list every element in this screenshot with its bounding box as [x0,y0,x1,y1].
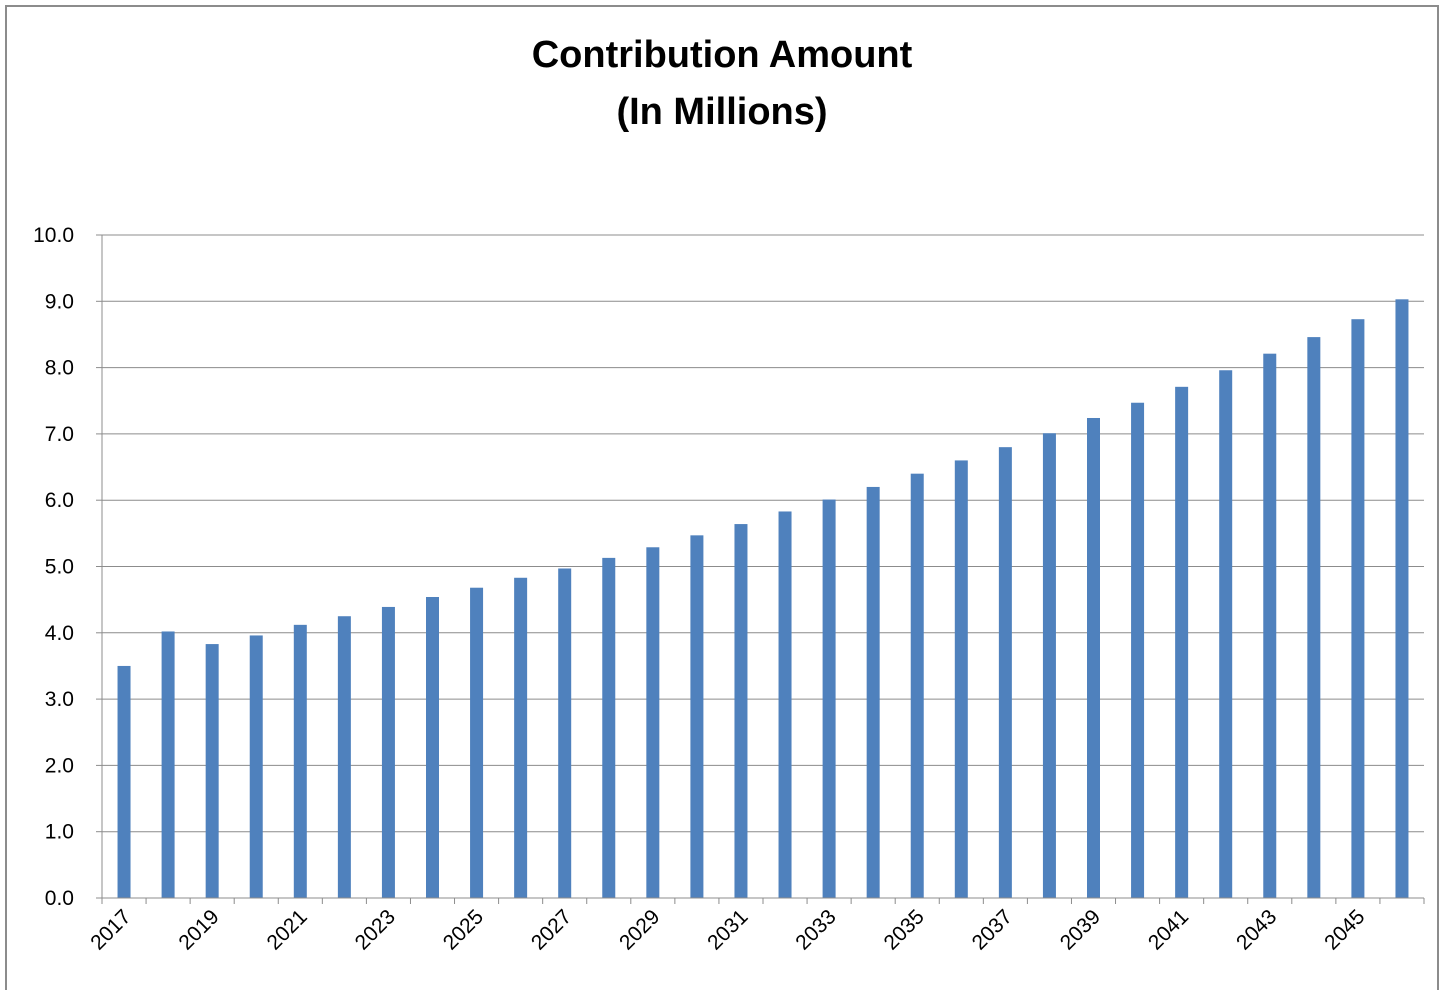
bar [205,644,219,898]
bar [734,524,748,898]
bar [910,473,924,898]
y-tick-label: 10.0 [33,224,74,247]
bar [514,577,528,898]
bar [381,606,395,898]
y-tick-labels: 0.0 1.0 2.0 3.0 4.0 5.0 6.0 7.0 8.0 9.0 10.0 [33,224,74,910]
x-tick-label: 2043 [1232,905,1281,954]
x-tick-label: 2037 [968,905,1017,954]
bar [1395,299,1409,898]
bar [954,460,968,898]
bar [866,486,880,898]
x-tick-label: 2041 [1144,905,1193,954]
y-tick-label: 6.0 [45,489,74,512]
x-tick-label: 2031 [703,905,752,954]
bar [426,596,439,898]
x-tick-label: 2017 [86,905,135,954]
bar [1219,370,1233,898]
x-tick-label: 2035 [879,905,928,954]
x-tick-labels: 2017 2019 2021 2023 2025 2027 2029 2031 2033 2035… [86,905,1369,954]
x-tick-label: 2025 [439,905,488,954]
y-tick-label: 1.0 [45,821,74,844]
axes [96,234,1425,904]
bar [558,568,572,898]
y-tick-label: 4.0 [45,622,74,645]
bar [1307,337,1321,898]
chart-title-line2: (In Millions) [616,91,828,133]
bar [1087,417,1100,898]
chart-title-line1: Contribution Amount [531,34,913,76]
gridlines [102,234,1424,833]
y-tick-label: 8.0 [45,357,74,380]
bar [998,447,1012,898]
bars [117,299,1409,898]
bar [822,499,836,898]
bar [249,635,263,898]
bar [1175,386,1189,898]
bar [778,511,792,898]
y-tick-label: 3.0 [45,688,74,711]
x-tick-label: 2039 [1056,905,1105,954]
bar [161,631,175,898]
bar [1042,433,1056,898]
y-tick-label: 9.0 [45,290,74,313]
y-tick-label: 7.0 [45,423,74,446]
bar [337,616,351,898]
bar [293,624,307,898]
bar [1263,353,1277,898]
y-tick-label: 0.0 [45,887,74,910]
x-tick-label: 2019 [174,905,223,954]
x-tick-label: 2023 [351,905,400,954]
bar [646,547,660,898]
bar [1131,402,1145,898]
bar [690,535,704,898]
x-tick-label: 2029 [615,905,664,954]
bar [117,665,131,898]
bar [602,557,616,898]
y-tick-label: 2.0 [45,754,74,777]
x-tick-label: 2027 [527,905,576,954]
x-tick-label: 2021 [263,905,312,954]
y-tick-label: 5.0 [45,556,74,579]
chart-frame [5,5,1439,990]
x-tick-label: 2033 [791,905,840,954]
x-tick-label: 2045 [1320,905,1369,954]
bar [470,587,484,898]
bar [1351,319,1365,898]
